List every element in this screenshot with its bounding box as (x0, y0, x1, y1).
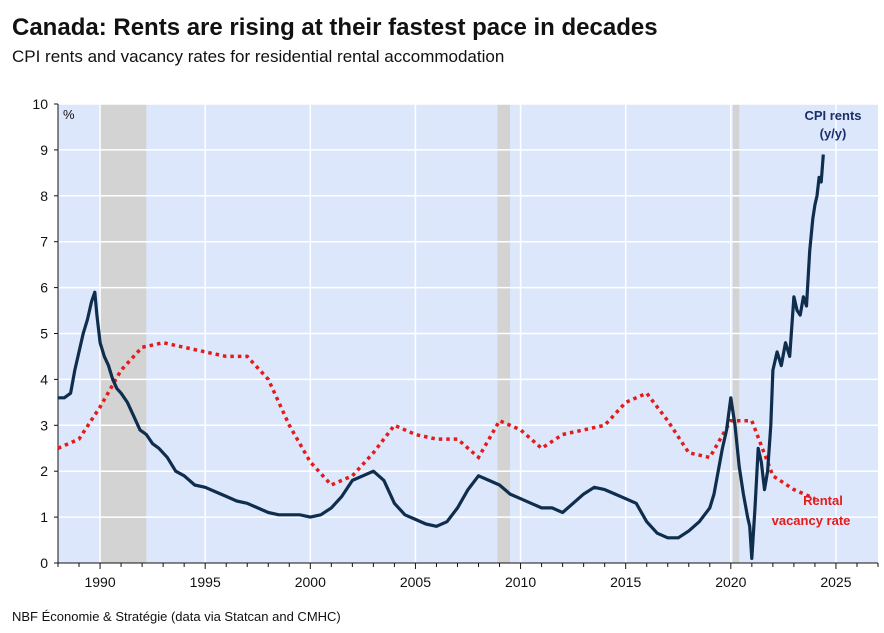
y-unit-label: % (63, 107, 75, 122)
y-tick-label: 0 (40, 555, 48, 571)
y-tick-label: 10 (32, 96, 48, 112)
cpi-rents-label-line: CPI rents (804, 108, 861, 123)
y-tick-label: 1 (40, 509, 48, 525)
y-tick-label: 3 (40, 417, 48, 433)
cpi-rents-line (58, 154, 825, 560)
x-tick-label: 1990 (84, 574, 115, 590)
y-tick-label: 4 (40, 371, 48, 387)
y-tick-label: 7 (40, 234, 48, 250)
cpi-rents-label-line: (y/y) (820, 126, 847, 141)
cpi-rents-legend-label: CPI rents (y/y) (804, 108, 861, 141)
vacancy-rate-legend-label: Rental vacancy rate (772, 493, 851, 528)
vacancy-rate-label-line: vacancy rate (772, 513, 851, 528)
x-tick-label: 2000 (295, 574, 326, 590)
y-tick-label: 8 (40, 188, 48, 204)
y-tick-label: 6 (40, 280, 48, 296)
x-tick-label: 2015 (610, 574, 641, 590)
chart-title: Canada: Rents are rising at their fastes… (12, 14, 658, 41)
x-tick-label: 2025 (820, 574, 851, 590)
x-tick-label: 2010 (505, 574, 536, 590)
x-tick-label: 2020 (715, 574, 746, 590)
y-tick-label: 9 (40, 142, 48, 158)
x-tick-label: 2005 (400, 574, 431, 590)
vacancy-rate-label-line: Rental (803, 493, 843, 508)
chart-subtitle: CPI rents and vacancy rates for resident… (12, 47, 505, 66)
source-note: NBF Économie & Stratégie (data via Statc… (12, 609, 341, 624)
y-tick-label: 2 (40, 463, 48, 479)
x-tick-label: 1995 (190, 574, 221, 590)
y-tick-label: 5 (40, 326, 48, 342)
